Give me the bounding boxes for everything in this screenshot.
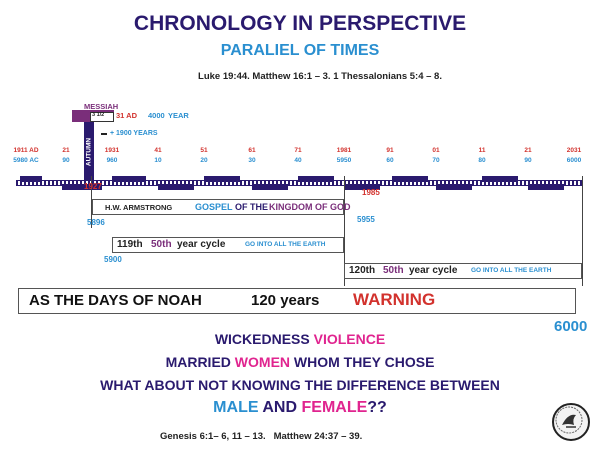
tick-label-top: 1911 AD bbox=[13, 147, 39, 154]
cycle-119-note: GO INTO ALL THE EARTH bbox=[245, 241, 326, 248]
noah-days: AS THE DAYS OF NOAH bbox=[29, 292, 202, 309]
timeline-marker-line bbox=[91, 176, 92, 228]
tick-label-bottom: 960 bbox=[106, 157, 118, 164]
cycle-120-box: 120th 50th year cycle GO INTO ALL THE EA… bbox=[344, 263, 582, 279]
tick-label-bottom: 5950 bbox=[336, 157, 352, 164]
messiah-inner-box bbox=[90, 112, 114, 122]
year-5896: 5896 bbox=[87, 218, 105, 227]
whom-they-chose: WHOM THEY CHOSE bbox=[293, 354, 435, 370]
year-5955: 5955 bbox=[357, 215, 375, 224]
tick-label-top: 21 bbox=[524, 147, 532, 154]
tick-label-bottom: 70 bbox=[432, 157, 440, 164]
tick-label-top: 51 bbox=[200, 147, 208, 154]
messiah-year-value: 4000 bbox=[148, 111, 165, 120]
wickedness-line: WICKEDNESS VIOLENCE bbox=[215, 331, 385, 347]
tick-label-top: 2031 bbox=[566, 147, 582, 154]
married-word: MARRIED bbox=[165, 354, 231, 370]
noah-years: 120 years bbox=[251, 292, 320, 309]
tick-label-bottom: 30 bbox=[248, 157, 256, 164]
tick-label-bottom: 6000 bbox=[566, 157, 582, 164]
noah-box: AS THE DAYS OF NOAH 120 years WARNING bbox=[18, 288, 576, 314]
tick-label-top: 91 bbox=[386, 147, 394, 154]
cycle-119-suffix: year cycle bbox=[177, 239, 226, 250]
cycle-119-fifty: 50th bbox=[151, 239, 172, 250]
tick-label-top: 71 bbox=[294, 147, 302, 154]
autumn-bar bbox=[84, 122, 94, 182]
plus-years-label: + 1900 YEARS bbox=[110, 130, 158, 137]
violence-word: VIOLENCE bbox=[313, 331, 386, 347]
year-1927: 1927 bbox=[84, 182, 102, 191]
messiah-years-fraction: 3 1/2 bbox=[92, 112, 105, 118]
gospel-word: GOSPEL bbox=[195, 202, 233, 212]
cycle-120-prefix: 120th bbox=[349, 265, 376, 276]
female-word: FEMALE bbox=[301, 399, 368, 416]
armstrong-box: H.W. ARMSTRONG GOSPEL OF THE KINGDOM OF … bbox=[92, 199, 351, 215]
tick-label-bottom: 10 bbox=[154, 157, 162, 164]
tick-label-bottom: 80 bbox=[478, 157, 486, 164]
what-about-line: WHAT ABOUT NOT KNOWING THE DIFFERENCE BE… bbox=[100, 377, 500, 393]
tick-label-bottom: 20 bbox=[200, 157, 208, 164]
wickedness-word: WICKEDNESS bbox=[214, 331, 310, 347]
tick-label-top: 41 bbox=[154, 147, 162, 154]
seal-logo bbox=[552, 403, 590, 441]
top-references: Luke 19:44. Matthew 16:1 – 3. 1 Thessalo… bbox=[198, 71, 442, 82]
tick-label-top: 21 bbox=[62, 147, 70, 154]
page-subtitle: PARALIEL OF TIMES bbox=[220, 42, 380, 59]
tick-label-bottom: 60 bbox=[386, 157, 394, 164]
kingdom-word: KINGDOM OF GOD bbox=[269, 202, 351, 212]
cycle-120-fifty: 50th bbox=[383, 265, 404, 276]
bottom-references: Genesis 6:1– 6, 11 – 13. Matthew 24:37 –… bbox=[160, 431, 362, 442]
timeline-chain bbox=[16, 176, 582, 190]
plus-years-dash bbox=[101, 133, 107, 135]
cycle-120-note: GO INTO ALL THE EARTH bbox=[471, 267, 552, 274]
tick-label-top: 01 bbox=[432, 147, 440, 154]
tick-label-bottom: 90 bbox=[62, 157, 70, 164]
tick-label-top: 11 bbox=[478, 147, 486, 154]
timeline-marker-line bbox=[344, 176, 345, 286]
year-6000: 6000 bbox=[554, 318, 588, 335]
page-title: CHRONOLOGY IN PERSPECTIVE bbox=[133, 12, 467, 35]
messiah-year-word: YEAR bbox=[168, 111, 189, 120]
male-word: MALE bbox=[213, 399, 259, 416]
tick-label-bottom: 90 bbox=[524, 157, 532, 164]
year-1985: 1985 bbox=[362, 188, 380, 197]
year-5900: 5900 bbox=[104, 255, 122, 264]
messiah-label: MESSIAH bbox=[84, 102, 119, 111]
of-the-word: OF THE bbox=[235, 202, 268, 212]
cycle-119-box: 119th 50th year cycle GO INTO ALL THE EA… bbox=[112, 237, 344, 253]
noah-warning: WARNING bbox=[353, 290, 436, 309]
question-marks: ?? bbox=[367, 399, 387, 416]
bird-icon bbox=[555, 406, 583, 434]
timeline-marker-line bbox=[582, 176, 583, 286]
cycle-119-prefix: 119th bbox=[117, 239, 143, 250]
tick-label-top: 1981 bbox=[336, 147, 352, 154]
married-line: MARRIED WOMEN WHOM THEY CHOSE bbox=[166, 354, 435, 370]
cycle-120-suffix: year cycle bbox=[409, 265, 458, 276]
matthew-reference: Matthew 24:37 – 39. bbox=[273, 431, 363, 442]
messiah-ad-label: 31 AD bbox=[116, 111, 137, 120]
tick-label-bottom: 40 bbox=[294, 157, 302, 164]
tick-label-bottom: 5980 AC bbox=[13, 157, 39, 164]
tick-label-top: 1931 bbox=[104, 147, 120, 154]
genesis-reference: Genesis 6:1– 6, 11 – 13. bbox=[160, 431, 266, 442]
male-female-line: MALE AND FEMALE?? bbox=[213, 399, 387, 417]
autumn-label: AUTUMN bbox=[85, 137, 93, 167]
and-word: AND bbox=[262, 399, 298, 416]
women-word: WOMEN bbox=[234, 354, 291, 370]
tick-label-top: 61 bbox=[248, 147, 256, 154]
armstrong-name: H.W. ARMSTRONG bbox=[105, 203, 173, 212]
